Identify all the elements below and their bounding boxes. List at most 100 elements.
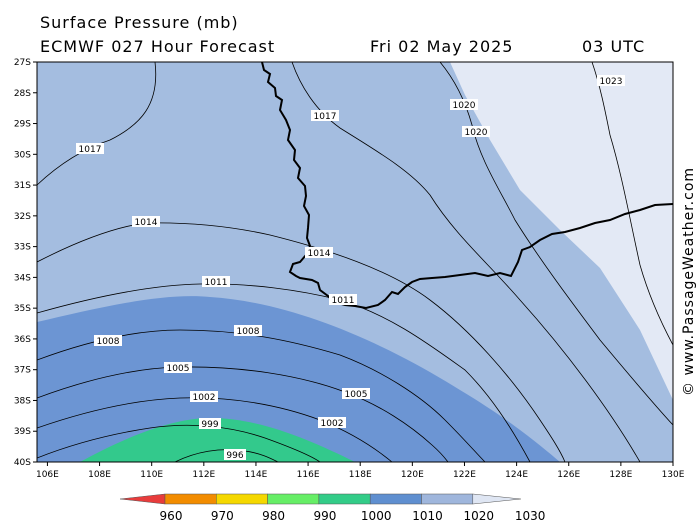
isobar-label: 1002 [321, 419, 344, 429]
isobar-label-bg [311, 110, 339, 121]
lat-label: 27S [14, 58, 31, 68]
isobar-label-bg [234, 325, 262, 336]
lon-label: 130E [662, 470, 685, 480]
map-frame [36, 61, 674, 463]
chart-title: Surface Pressure (mb) [40, 13, 239, 32]
isobar-label-bg [76, 143, 104, 154]
isobar-label: 1011 [332, 296, 355, 306]
legend-arrow-low [119, 493, 166, 505]
isobar-label-bg [132, 216, 160, 227]
isobar-1005 [37, 366, 449, 462]
isobar-label-bg [202, 276, 230, 287]
legend-value: 960 [160, 509, 183, 523]
isobar-1002 [37, 397, 393, 462]
isobar-1020 [439, 62, 673, 426]
longitude-axis: 106E 108E 110E 112E 114E 116E 118E 120E 122E 124E… [36, 462, 685, 480]
lat-label: 32S [14, 212, 31, 222]
legend-swatch [267, 493, 320, 505]
isobar-label: 1005 [345, 390, 368, 400]
isobar-label-bg [597, 75, 625, 86]
isobar-label: 1002 [193, 393, 216, 403]
lon-label: 116E [297, 470, 320, 480]
model-label: ECMWF 027 Hour Forecast [40, 37, 276, 56]
band-990-1000 [80, 418, 355, 462]
lat-label: 30S [14, 150, 31, 160]
credit-text: © www.PassageWeather.com [681, 166, 697, 396]
legend-swatch [369, 493, 422, 505]
lon-label: 126E [557, 470, 580, 480]
isobar-label-bg [329, 294, 357, 305]
isobar-label-bg [342, 388, 370, 399]
band-1000-1010 [37, 296, 560, 462]
lat-label: 35S [14, 304, 31, 314]
lat-label: 31S [14, 181, 31, 191]
latitude-axis: 27S 28S 29S 30S 31S 32S 33S 34S 35S 36S 37S 38S 39S 4… [14, 58, 37, 468]
isobar-label: 1014 [308, 249, 331, 259]
lon-label: 108E [88, 470, 111, 480]
isobar-label-bg [450, 99, 478, 110]
isobar-label: 996 [226, 451, 243, 461]
lat-label: 33S [14, 243, 31, 253]
isobar-label: 1005 [167, 364, 190, 374]
lat-label: 40S [14, 458, 31, 468]
legend-arrow-high [472, 493, 521, 505]
isobar-labels: 1023 1020 1020 1017 1017 1014 1014 1011 1011 1008… [76, 75, 625, 461]
legend-value: 980 [262, 509, 285, 523]
legend-value: 1020 [464, 509, 495, 523]
isobar-label: 999 [201, 420, 218, 430]
lat-label: 29S [14, 120, 31, 130]
isobar-label-bg [199, 418, 221, 429]
isobar-label: 1020 [465, 128, 488, 138]
lat-label: 28S [14, 89, 31, 99]
lon-label: 114E [245, 470, 268, 480]
legend-value: 1000 [361, 509, 392, 523]
time-label: 03 UTC [582, 37, 646, 56]
coastline [261, 62, 673, 310]
lat-label: 39S [14, 427, 31, 437]
legend-swatch [421, 493, 474, 505]
isobar-label-bg [305, 247, 333, 258]
legend-value: 1010 [412, 509, 443, 523]
lon-label: 112E [192, 470, 215, 480]
legend-value: 970 [211, 509, 234, 523]
lat-label: 36S [14, 335, 31, 345]
isobar-label-bg [190, 391, 218, 402]
isobar-1023 [591, 62, 673, 346]
lon-label: 110E [140, 470, 163, 480]
map-area [37, 62, 673, 462]
pressure-legend: 960 970 980 990 1000 1010 1020 1030 [119, 493, 546, 523]
isobar-label: 1017 [79, 145, 102, 155]
isobar-label: 1020 [453, 101, 476, 111]
band-1020-1030 [450, 62, 673, 400]
lon-label: 122E [453, 470, 476, 480]
legend-swatch [216, 493, 268, 505]
isobar-label: 1014 [135, 218, 158, 228]
isobar-1017-west [37, 62, 157, 186]
isobar-label: 1008 [97, 337, 120, 347]
lat-label: 37S [14, 366, 31, 376]
lon-label: 106E [36, 470, 59, 480]
isobar-label: 1017 [314, 112, 337, 122]
isobar-999 [37, 424, 321, 462]
isobar-label-bg [318, 417, 346, 428]
lon-label: 124E [505, 470, 528, 480]
isobar-label: 1008 [237, 327, 260, 337]
isobar-label-bg [94, 335, 122, 346]
legend-value: 1030 [515, 509, 546, 523]
isobar-label-bg [164, 362, 192, 373]
lat-label: 38S [14, 396, 31, 406]
date-label: Fri 02 May 2025 [370, 37, 514, 56]
isobar-label-bg [224, 449, 246, 460]
lon-label: 128E [609, 470, 632, 480]
lon-label: 118E [349, 470, 372, 480]
legend-value: 990 [313, 509, 336, 523]
isobar-label: 1011 [205, 278, 228, 288]
isobar-label-bg [462, 126, 490, 137]
legend-swatch [318, 493, 371, 505]
isobar-1008 [37, 329, 486, 462]
lat-label: 34S [14, 273, 31, 283]
legend-swatch [164, 493, 217, 505]
isobar-label: 1023 [600, 77, 623, 87]
lon-label: 120E [401, 470, 424, 480]
